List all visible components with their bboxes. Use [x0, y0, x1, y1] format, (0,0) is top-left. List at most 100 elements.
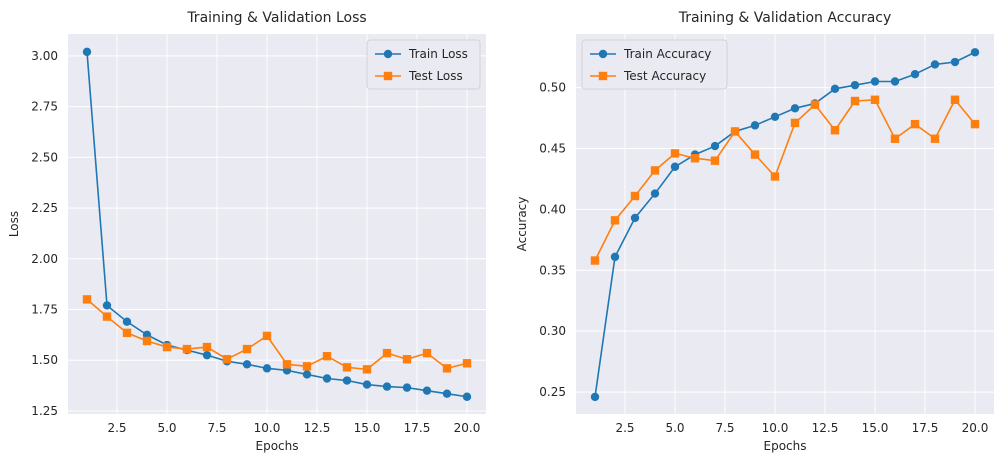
data-point [930, 60, 940, 69]
legend: Train Accuracy Test Accuracy [581, 39, 728, 90]
data-point [342, 363, 352, 372]
data-point [870, 77, 880, 86]
x-tick-label: 20.0 [454, 421, 481, 435]
data-point [630, 213, 640, 223]
data-point [422, 386, 432, 395]
legend-label: Test Loss [408, 69, 463, 83]
data-point [342, 376, 352, 385]
legend-label: Test Accuracy [623, 69, 706, 83]
x-tick-label: 15.0 [354, 421, 381, 435]
x-tick-label: 2.5 [107, 421, 126, 435]
data-point [442, 364, 452, 373]
data-point [910, 69, 920, 79]
legend-marker [383, 71, 393, 81]
y-tick-label: 0.50 [539, 81, 566, 95]
data-point [670, 149, 680, 158]
plot-area [576, 34, 994, 414]
legend-box [581, 39, 728, 90]
chart-title: Training & Validation Accuracy [678, 10, 892, 26]
data-point [770, 172, 780, 181]
data-point [202, 342, 212, 352]
data-point [950, 95, 960, 104]
data-point [970, 119, 980, 129]
data-point [710, 156, 720, 165]
x-tick-label: 12.5 [304, 421, 331, 435]
data-point [362, 380, 372, 389]
data-point [590, 392, 600, 402]
legend-label: Train Accuracy [623, 47, 711, 61]
y-tick-label: 0.40 [539, 202, 566, 216]
data-point [142, 336, 152, 346]
y-axis-label: Accuracy [515, 197, 529, 252]
x-axis-label: Epochs [256, 439, 299, 453]
chart-loss: 2.5 5.0 7.5 10.0 12.5 15.0 17.5 20.0 1.25 1.50 1.7… [7, 10, 486, 453]
x-tick-label: 12.5 [812, 421, 839, 435]
data-point [890, 134, 900, 143]
x-tick-label: 10.0 [254, 421, 281, 435]
y-tick-label: 0.35 [539, 263, 566, 277]
data-point [690, 154, 700, 163]
data-point [830, 84, 840, 94]
data-point [302, 362, 312, 371]
x-axis-label: Epochs [764, 439, 807, 453]
y-tick-label: 1.50 [31, 353, 58, 367]
data-point [750, 121, 760, 130]
data-point [322, 351, 332, 361]
series-train-accuracy [590, 48, 980, 402]
y-tick-label: 1.25 [31, 404, 58, 418]
data-point [262, 364, 272, 373]
data-point [402, 383, 412, 392]
data-point [122, 328, 132, 338]
legend-marker [383, 49, 393, 59]
data-point [102, 301, 112, 310]
data-point [950, 57, 960, 67]
data-point [122, 317, 132, 326]
x-tick-label: 5.0 [665, 421, 684, 435]
data-point [242, 344, 252, 354]
data-point [382, 382, 392, 391]
series-test-loss [82, 295, 472, 374]
data-point [322, 374, 332, 383]
data-point [870, 95, 880, 104]
data-point [82, 295, 92, 304]
x-tick-label: 2.5 [615, 421, 634, 435]
y-tick-label: 2.00 [31, 252, 58, 266]
series-test-accuracy [590, 95, 980, 265]
data-point [610, 216, 620, 225]
legend-marker [598, 49, 608, 59]
data-point [670, 162, 680, 171]
data-point [770, 112, 780, 122]
x-tick-label: 5.0 [157, 421, 176, 435]
y-tick-label: 1.75 [31, 303, 58, 317]
data-point [750, 150, 760, 159]
data-point [402, 355, 412, 364]
data-point [810, 100, 820, 109]
y-axis-label: Loss [7, 211, 21, 237]
data-point [830, 126, 840, 135]
data-point [202, 350, 212, 360]
x-tick-label: 20.0 [962, 421, 989, 435]
data-point [82, 47, 92, 57]
data-point [302, 370, 312, 379]
y-tick-label: 3.00 [31, 49, 58, 63]
data-point [382, 348, 392, 358]
data-point [850, 96, 860, 106]
data-point [850, 80, 860, 90]
y-tick-label: 2.50 [31, 150, 58, 164]
y-tick-label: 0.25 [539, 385, 566, 399]
data-point [710, 141, 720, 151]
data-point [790, 104, 800, 113]
y-tick-label: 0.45 [539, 141, 566, 155]
data-point [650, 189, 660, 198]
chart-accuracy: 2.5 5.0 7.5 10.0 12.5 15.0 17.5 20.0 0.25 0.30 0.3… [515, 10, 994, 453]
legend-marker [598, 71, 608, 81]
x-tick-label: 7.5 [207, 421, 226, 435]
y-tick-label: 2.25 [31, 201, 58, 215]
x-tick-label: 17.5 [912, 421, 939, 435]
data-point [910, 119, 920, 129]
legend-label: Train Loss [408, 47, 468, 61]
data-point [790, 118, 800, 128]
data-point [222, 355, 232, 364]
x-tick-label: 7.5 [715, 421, 734, 435]
